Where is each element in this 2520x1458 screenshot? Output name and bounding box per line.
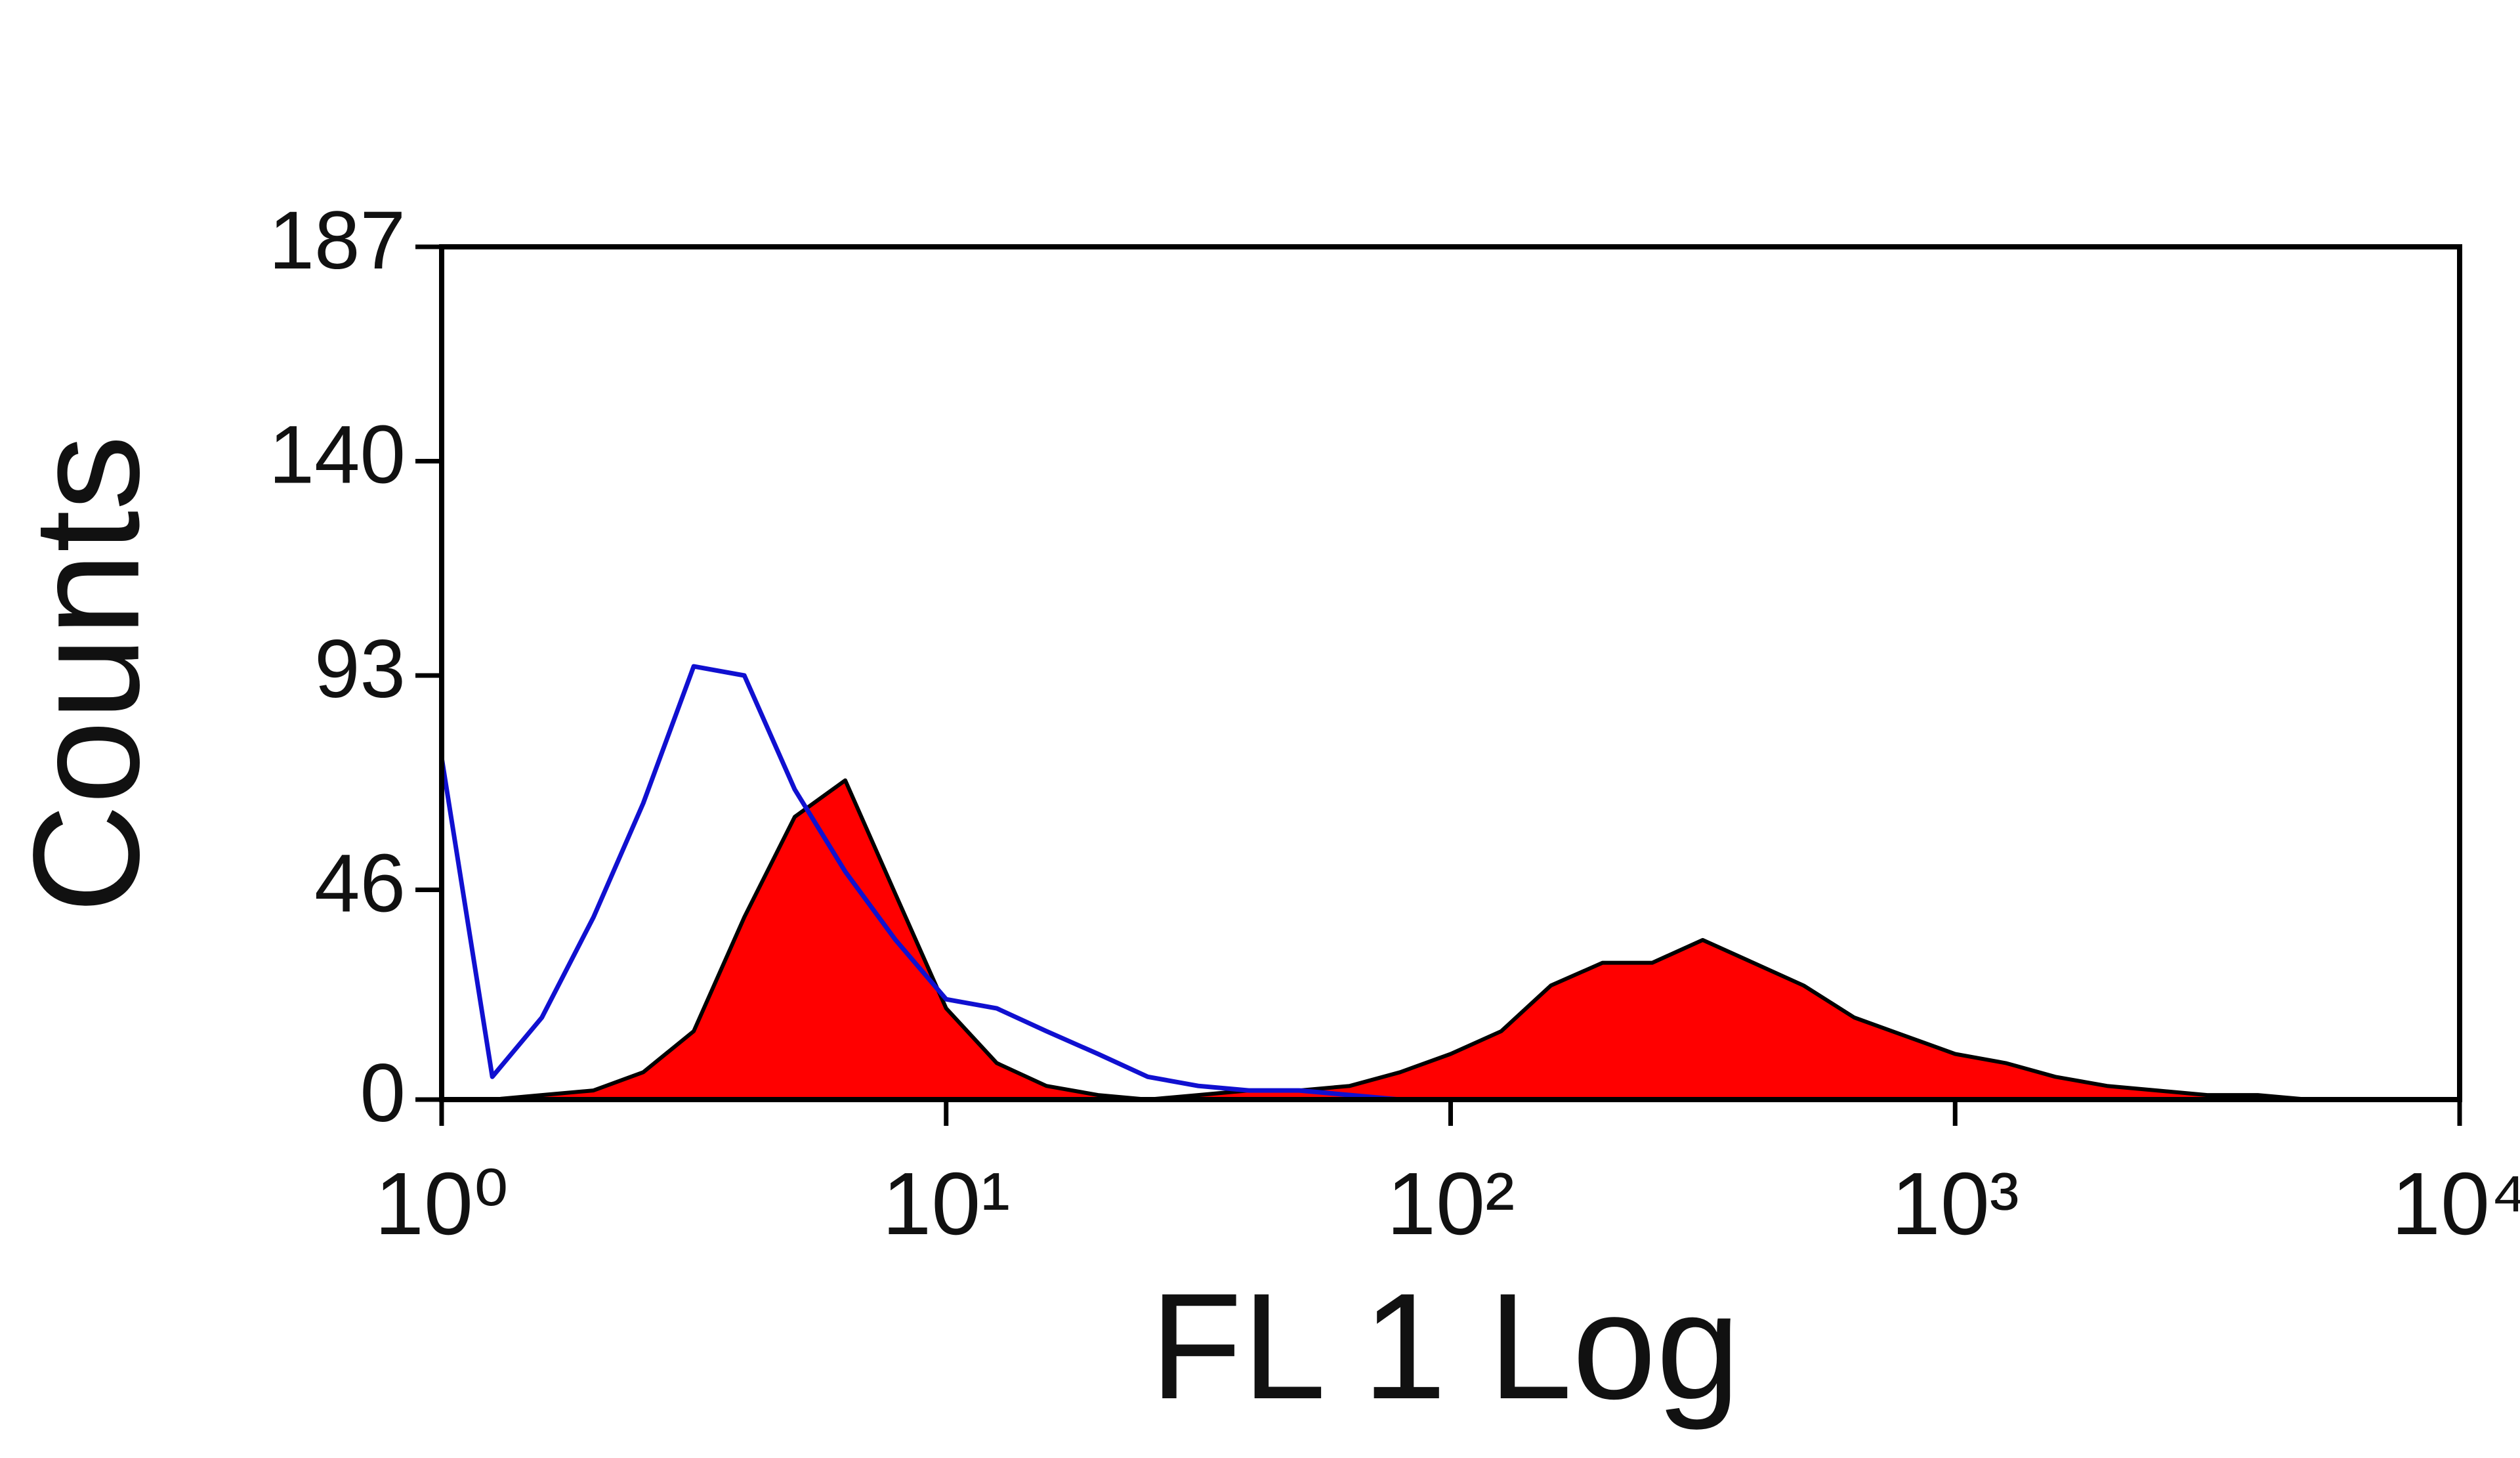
y-tick-label: 93 [314,624,406,715]
y-tick-label: 46 [314,838,406,929]
x-tick-label: 10¹ [882,1154,1010,1253]
x-axis-label: FL 1 Log [1150,1262,1740,1430]
y-tick-label: 140 [268,410,406,501]
x-tick-label: 10⁰ [375,1154,509,1253]
plot-area [439,664,2462,1102]
x-tick-label: 10³ [1891,1154,2019,1253]
y-tick-label: 0 [360,1048,406,1139]
y-tick-label: 187 [268,195,406,286]
histogram-line [439,664,1451,1102]
y-axis-label: Counts [2,435,171,914]
x-tick-label: 10⁴ [2391,1154,2520,1253]
x-tick-label: 10² [1387,1154,1515,1253]
histogram-area [440,778,2462,1102]
